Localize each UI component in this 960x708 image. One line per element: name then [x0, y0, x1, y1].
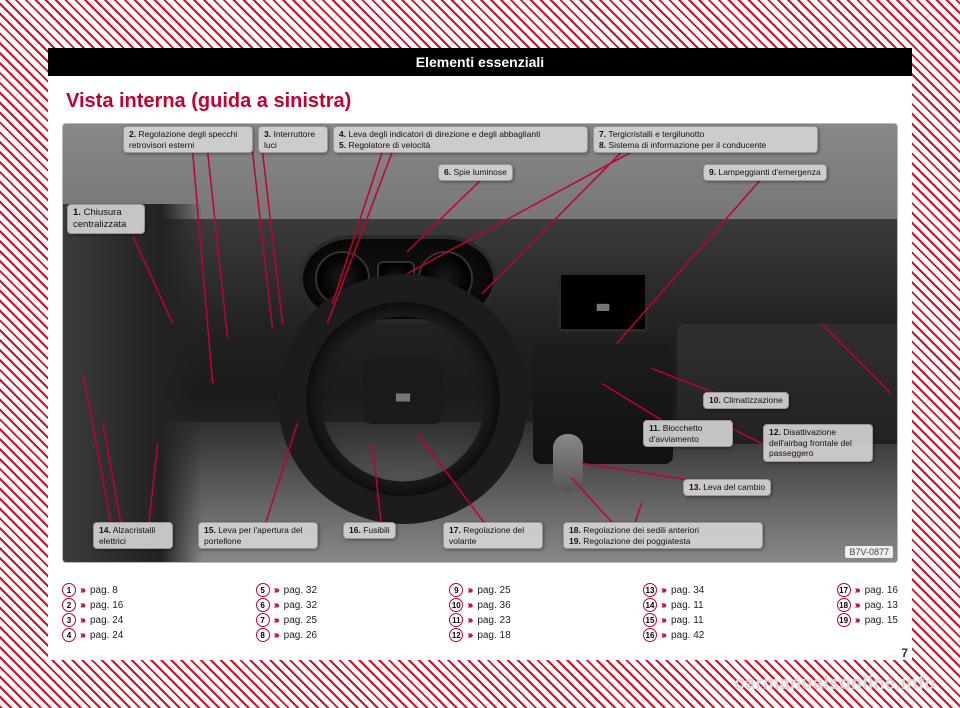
- ref-item: 16›››pag. 42: [643, 628, 704, 642]
- interior-diagram: ▃ ▃: [62, 123, 898, 563]
- ref-col-1: 1›››pag. 8 2›››pag. 16 3›››pag. 24 4›››p…: [62, 583, 123, 642]
- gear-shifter: [553, 434, 583, 492]
- callout-9: 9. Lampeggianti d'emergenza: [703, 164, 827, 181]
- page-title: Vista interna (guida a sinistra): [48, 76, 912, 123]
- ref-item: 10›››pag. 36: [449, 598, 510, 612]
- callout-17: 17. Regolazione del volante: [443, 522, 543, 549]
- section-header-text: Elementi essenziali: [416, 54, 544, 70]
- callout-6: 6. Spie luminose: [438, 164, 513, 181]
- watermark: carmanualsonline.info: [734, 673, 936, 694]
- ref-item: 18›››pag. 13: [837, 598, 898, 612]
- ref-item: 3›››pag. 24: [62, 613, 123, 627]
- ref-item: 8›››pag. 26: [256, 628, 317, 642]
- ref-item: 4›››pag. 24: [62, 628, 123, 642]
- callout-1: 1. Chiusura centralizzata: [67, 204, 145, 234]
- callout-18-19: 18. Regolazione dei sedili anteriori 19.…: [563, 522, 763, 549]
- callout-14: 14. Alzacristalli elettrici: [93, 522, 173, 549]
- callout-13: 13. Leva del cambio: [683, 479, 771, 496]
- ref-col-2: 5›››pag. 32 6›››pag. 32 7›››pag. 25 8›››…: [256, 583, 317, 642]
- page-number: 7: [901, 646, 908, 660]
- callout-10: 10. Climatizzazione: [703, 392, 789, 409]
- steering-hub: ▃: [363, 359, 443, 424]
- ref-col-5: 17›››pag. 16 18›››pag. 13 19›››pag. 15: [837, 583, 898, 642]
- section-header: Elementi essenziali: [48, 48, 912, 76]
- ref-item: 15›››pag. 11: [643, 613, 704, 627]
- ref-item: 5›››pag. 32: [256, 583, 317, 597]
- callout-15: 15. Leva per l'apertura del portellone: [198, 522, 318, 549]
- ref-item: 1›››pag. 8: [62, 583, 123, 597]
- figure-number: B7V-0877: [845, 546, 893, 558]
- callout-4-5: 4. Leva degli indicatori di direzione e …: [333, 126, 588, 153]
- page-reference-list: 1›››pag. 8 2›››pag. 16 3›››pag. 24 4›››p…: [62, 583, 898, 642]
- callout-3: 3. Interruttore luci: [258, 126, 328, 153]
- ref-col-4: 13›››pag. 34 14›››pag. 11 15›››pag. 11 1…: [643, 583, 704, 642]
- ref-item: 14›››pag. 11: [643, 598, 704, 612]
- ref-item: 19›››pag. 15: [837, 613, 898, 627]
- ref-item: 9›››pag. 25: [449, 583, 510, 597]
- page-content: Elementi essenziali Vista interna (guida…: [48, 48, 912, 660]
- callout-16: 16. Fusibili: [343, 522, 396, 539]
- ref-item: 13›››pag. 34: [643, 583, 704, 597]
- driver-door: [63, 204, 203, 563]
- ref-item: 6›››pag. 32: [256, 598, 317, 612]
- ref-col-3: 9›››pag. 25 10›››pag. 36 11›››pag. 23 12…: [449, 583, 510, 642]
- callout-11: 11. Blocchetto d'avviamento: [643, 420, 733, 447]
- callout-7-8: 7. Tergicristalli e tergilunotto 8. Sist…: [593, 126, 818, 153]
- ref-item: 11›››pag. 23: [449, 613, 510, 627]
- ref-item: 7›››pag. 25: [256, 613, 317, 627]
- infotainment-screen: ▃: [558, 272, 648, 332]
- callout-2: 2. Regolazione degli specchi retrovisori…: [123, 126, 253, 153]
- ref-item: 2›››pag. 16: [62, 598, 123, 612]
- ref-item: 12›››pag. 18: [449, 628, 510, 642]
- ref-item: 17›››pag. 16: [837, 583, 898, 597]
- callout-12: 12. Disattivazione dell'airbag frontale …: [763, 424, 873, 462]
